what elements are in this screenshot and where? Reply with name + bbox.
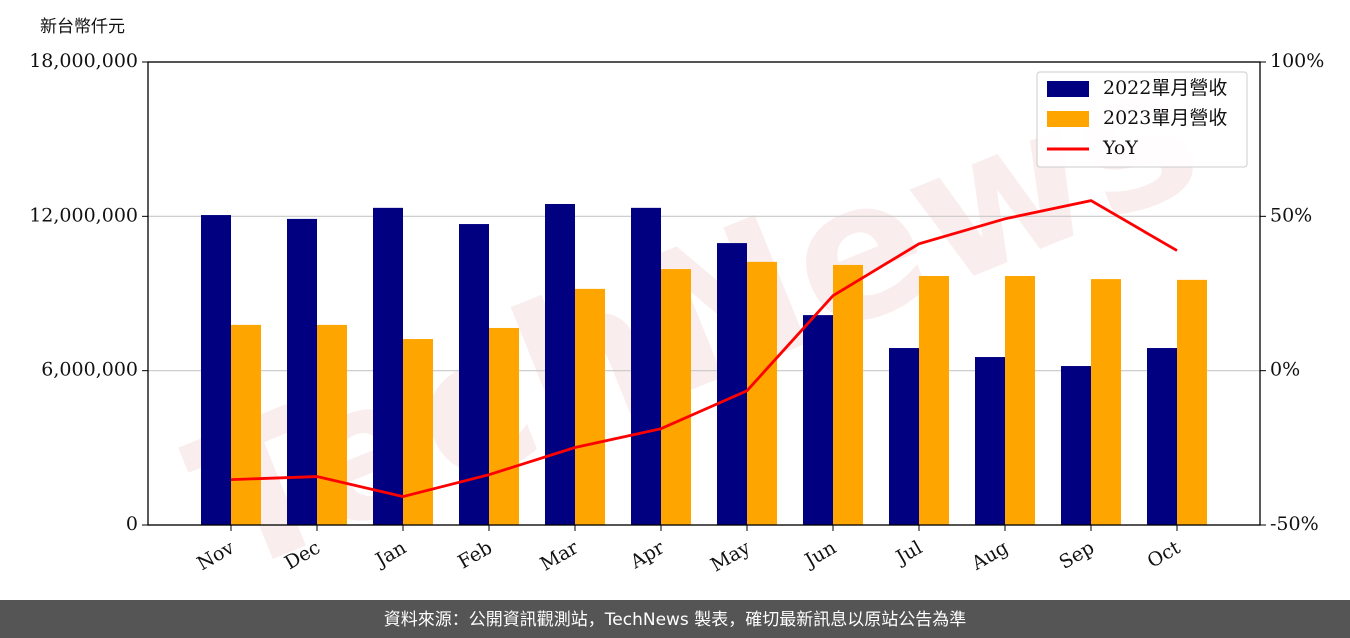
bar xyxy=(1147,348,1177,525)
footer: 資料來源：公開資訊觀測站，TechNews 製表，確切最新訊息以原站公告為準 xyxy=(384,610,966,630)
y-tick-label: 0 xyxy=(126,513,138,535)
legend-box xyxy=(1036,71,1248,168)
y-axis-label: 新台幣仟元 xyxy=(40,17,125,37)
bar xyxy=(575,288,605,525)
x-tick-label: May xyxy=(707,536,754,576)
bar xyxy=(1091,279,1121,525)
bar xyxy=(717,243,747,525)
y2-tick-label: 50% xyxy=(1270,204,1312,226)
footer-bar xyxy=(0,600,1350,638)
x-tick-label: Apr xyxy=(626,536,669,573)
y2-tick-label: 0% xyxy=(1270,359,1300,381)
y-tick-label: 18,000,000 xyxy=(29,50,138,72)
plot-frame xyxy=(147,61,1261,526)
bar xyxy=(317,324,347,525)
x-tick-label: Jul xyxy=(891,537,926,570)
x-tick-label: Jun xyxy=(799,537,840,573)
bar xyxy=(403,339,433,525)
bar xyxy=(287,218,317,525)
bar xyxy=(1177,279,1207,525)
x-tick-label: Oct xyxy=(1144,536,1185,572)
bar xyxy=(889,348,919,525)
bar xyxy=(803,315,833,525)
bar xyxy=(747,261,777,525)
y2-tick-label: -50% xyxy=(1270,513,1319,535)
bar xyxy=(1061,366,1091,525)
legend-swatch xyxy=(1047,111,1089,127)
bar xyxy=(631,207,661,525)
bar xyxy=(1005,276,1035,525)
bar xyxy=(975,357,1005,525)
y-tick-label: 6,000,000 xyxy=(41,359,138,381)
y-tick-label: 12,000,000 xyxy=(29,204,138,226)
bar xyxy=(919,276,949,525)
bar xyxy=(833,264,863,525)
bar xyxy=(661,269,691,525)
bar xyxy=(373,207,403,525)
line xyxy=(230,199,1178,499)
legend-label: 2022單月營收 xyxy=(1103,77,1227,99)
x-tick-label: Mar xyxy=(536,536,582,575)
bar xyxy=(201,215,231,525)
bar xyxy=(231,324,261,525)
x-tick-label: Feb xyxy=(454,537,496,574)
legend-label: YoY xyxy=(1102,137,1138,159)
x-tick-label: Aug xyxy=(967,537,1012,576)
legend-swatch xyxy=(1047,81,1089,97)
y2-tick-label: 100% xyxy=(1270,50,1324,72)
bar xyxy=(489,327,519,525)
legend-label: 2023單月營收 xyxy=(1103,107,1227,129)
x-tick-label: Sep xyxy=(1055,537,1098,574)
bar xyxy=(545,203,575,525)
